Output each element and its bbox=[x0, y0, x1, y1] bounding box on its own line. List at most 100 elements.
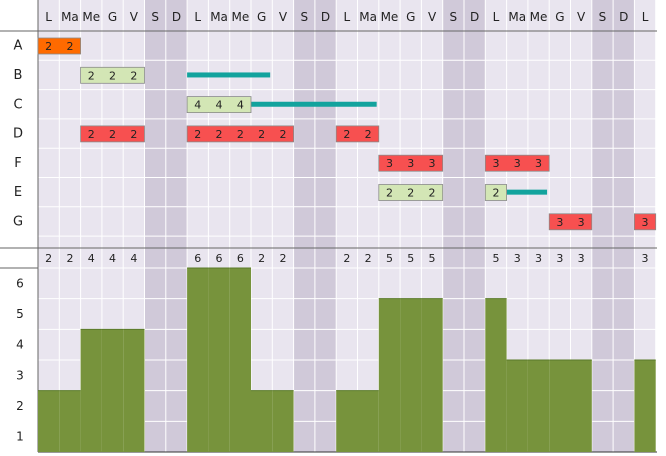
day-label: G bbox=[555, 10, 564, 24]
daily-total: 6 bbox=[237, 252, 244, 265]
daily-total: 2 bbox=[258, 252, 265, 265]
daily-total: 5 bbox=[407, 252, 414, 265]
day-label: S bbox=[151, 10, 159, 24]
task-day-value: 3 bbox=[556, 216, 563, 229]
row-label: G bbox=[13, 214, 23, 229]
load-bar bbox=[634, 360, 656, 452]
task-day-value: 2 bbox=[407, 187, 414, 200]
slack-bar bbox=[251, 101, 377, 107]
weekend-column bbox=[314, 0, 337, 452]
day-label: G bbox=[257, 10, 266, 24]
daily-total: 5 bbox=[429, 252, 436, 265]
daily-total: 2 bbox=[45, 252, 52, 265]
task-day-value: 2 bbox=[130, 128, 137, 141]
task-bar bbox=[80, 66, 145, 84]
day-label: Ma bbox=[61, 10, 79, 24]
load-bar bbox=[251, 390, 273, 452]
row-label: D bbox=[13, 127, 23, 142]
day-label: Me bbox=[231, 10, 249, 24]
task-day-value: 3 bbox=[578, 216, 585, 229]
day-label: Ma bbox=[210, 10, 228, 24]
load-bar bbox=[400, 298, 422, 452]
weekday-column bbox=[59, 0, 81, 452]
task-day-value: 4 bbox=[237, 99, 244, 112]
day-label: D bbox=[321, 10, 330, 24]
weekday-column bbox=[336, 0, 358, 452]
daily-total: 3 bbox=[556, 252, 563, 265]
load-bar bbox=[549, 360, 571, 452]
day-label: Me bbox=[530, 10, 548, 24]
row-label: F bbox=[14, 156, 21, 171]
task-day-value: 2 bbox=[429, 187, 436, 200]
weekday-column bbox=[357, 0, 379, 452]
task-day-value: 2 bbox=[194, 128, 201, 141]
load-bar bbox=[527, 360, 550, 452]
task-bar bbox=[37, 37, 81, 55]
load-bar bbox=[506, 360, 528, 452]
daily-total: 2 bbox=[343, 252, 350, 265]
task-day-value: 2 bbox=[237, 128, 244, 141]
day-label: V bbox=[577, 10, 586, 24]
day-label: L bbox=[344, 10, 351, 24]
day-label: Ma bbox=[508, 10, 526, 24]
y-tick-label: 2 bbox=[16, 399, 24, 413]
task-day-value: 3 bbox=[642, 216, 649, 229]
daily-total: 6 bbox=[216, 252, 223, 265]
task-day-value: 2 bbox=[365, 128, 372, 141]
load-bar bbox=[208, 268, 230, 452]
day-label: V bbox=[279, 10, 288, 24]
weekend-column bbox=[144, 0, 166, 452]
day-label: S bbox=[450, 10, 458, 24]
load-bar bbox=[357, 390, 379, 452]
day-label: Ma bbox=[359, 10, 377, 24]
daily-total: 3 bbox=[535, 252, 542, 265]
weekday-column bbox=[506, 0, 528, 452]
day-label: L bbox=[45, 10, 52, 24]
task-bar bbox=[634, 213, 657, 231]
task-day-value: 2 bbox=[258, 128, 265, 141]
y-tick-label: 4 bbox=[16, 338, 24, 352]
load-bar bbox=[378, 298, 401, 452]
load-bar bbox=[187, 268, 209, 452]
day-label: V bbox=[130, 10, 139, 24]
task-bar bbox=[186, 125, 295, 143]
y-tick-label: 3 bbox=[16, 368, 24, 382]
task-bar bbox=[186, 96, 252, 113]
daily-total: 4 bbox=[109, 252, 116, 265]
slack-bar bbox=[506, 189, 548, 195]
load-bar bbox=[80, 329, 102, 452]
day-label: D bbox=[619, 10, 628, 24]
day-label: L bbox=[493, 10, 500, 24]
task-day-value: 2 bbox=[343, 128, 350, 141]
y-tick-label: 5 bbox=[16, 307, 24, 321]
weekend-column bbox=[613, 0, 635, 452]
weekday-column bbox=[38, 0, 60, 452]
task-day-value: 2 bbox=[45, 40, 52, 53]
daily-total: 5 bbox=[492, 252, 499, 265]
task-day-value: 3 bbox=[514, 157, 521, 170]
task-day-value: 4 bbox=[194, 99, 201, 112]
task-bar bbox=[378, 154, 444, 172]
daily-total: 2 bbox=[365, 252, 372, 265]
load-histogram bbox=[38, 267, 656, 452]
task-day-value: 3 bbox=[386, 157, 393, 170]
day-label: S bbox=[599, 10, 607, 24]
load-bar bbox=[38, 390, 60, 452]
load-bar bbox=[421, 298, 443, 452]
slack-bar bbox=[187, 72, 271, 78]
load-bar bbox=[59, 390, 81, 452]
weekday-column bbox=[251, 0, 273, 452]
task-day-value: 3 bbox=[535, 157, 542, 170]
weekend-column bbox=[165, 0, 188, 452]
daily-total: 4 bbox=[130, 252, 137, 265]
load-bar bbox=[485, 298, 507, 452]
task-bar bbox=[80, 125, 145, 143]
y-tick-label: 6 bbox=[16, 276, 24, 290]
day-label: S bbox=[300, 10, 308, 24]
task-day-value: 2 bbox=[130, 69, 137, 82]
task-day-value: 2 bbox=[109, 128, 116, 141]
load-bar bbox=[123, 329, 145, 452]
row-label: E bbox=[14, 185, 22, 200]
task-day-value: 2 bbox=[66, 40, 73, 53]
